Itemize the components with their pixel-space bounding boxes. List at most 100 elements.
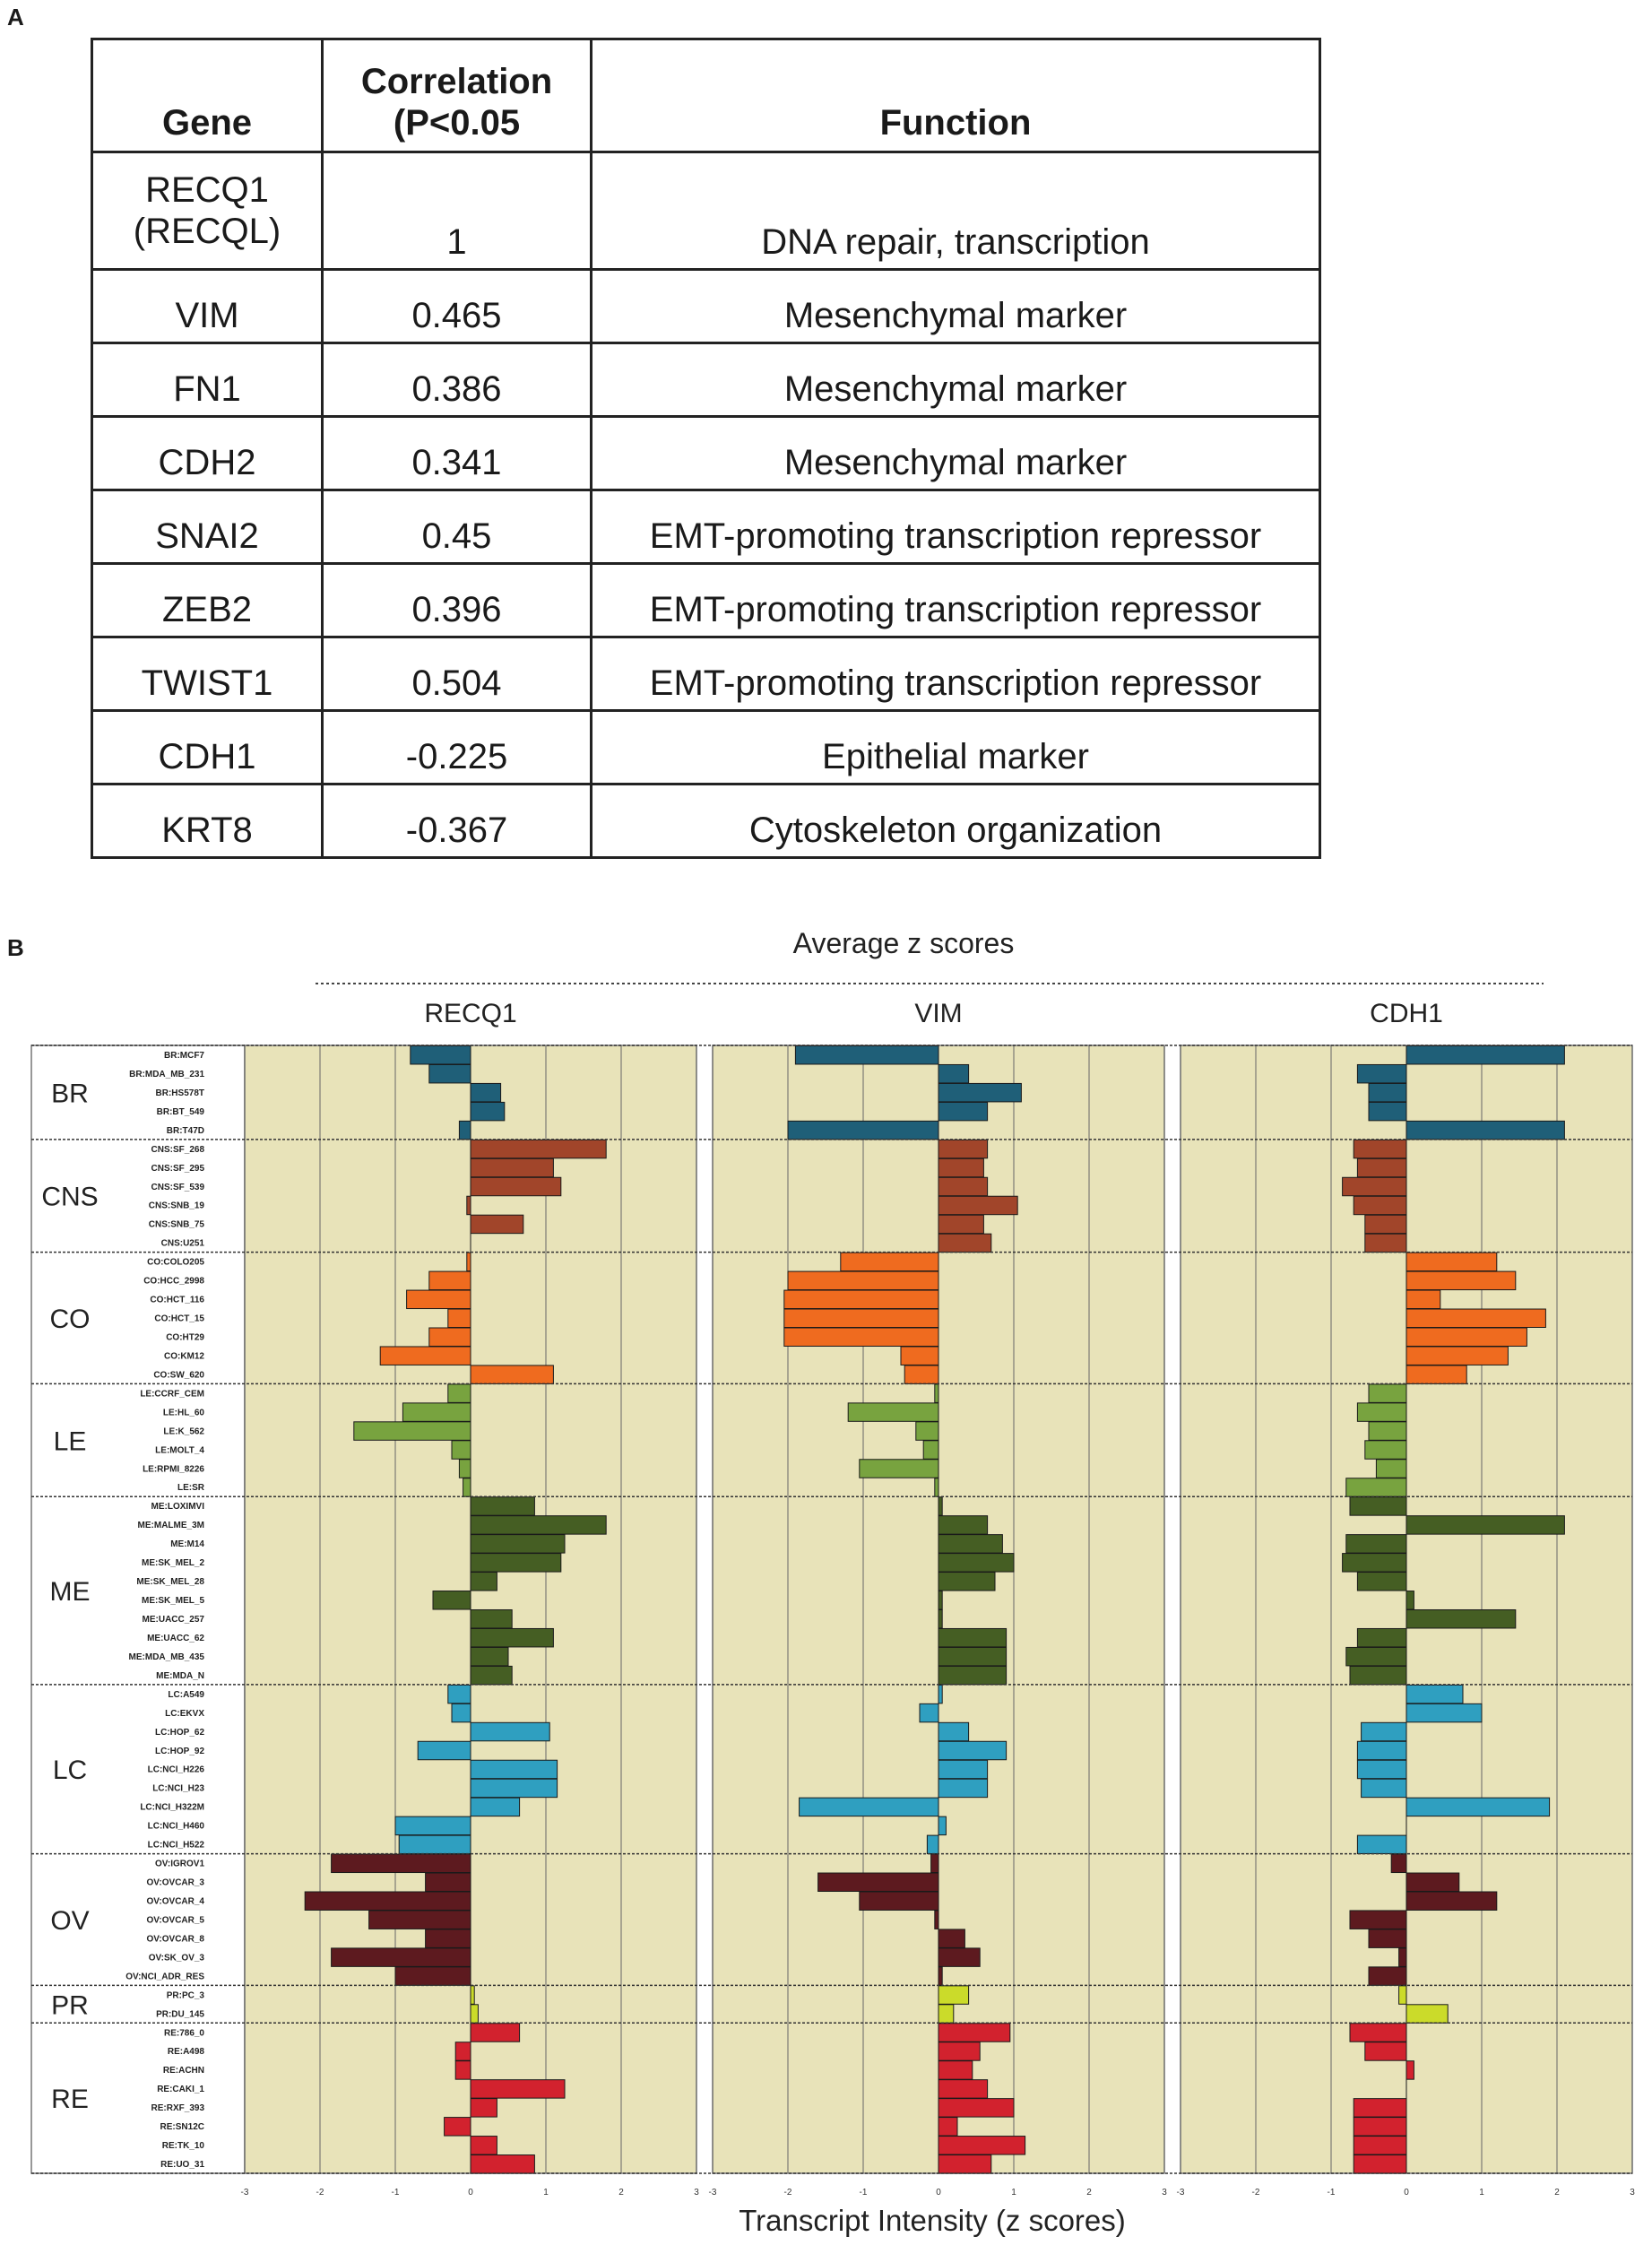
bar-recq1	[470, 1609, 513, 1629]
bar-recq1	[470, 2023, 521, 2042]
bar-recq1	[379, 1346, 471, 1365]
cell-line-label: CO:HCT_116	[150, 1296, 204, 1305]
table-row: SNAI2 0.45 EMT-promoting transcription rep…	[91, 489, 1321, 565]
cell-line-label: ME:MDA_MB_435	[129, 1652, 205, 1662]
bar-cdh1	[1405, 1308, 1546, 1328]
bar-recq1	[447, 1308, 471, 1328]
x-tick-label: 2	[618, 2188, 624, 2198]
cell-line-label: LE:RPMI_8226	[143, 1464, 204, 1474]
function-cell: EMT-promoting transcription repressor	[590, 562, 1321, 638]
bar-cdh1	[1356, 1627, 1407, 1648]
bar-cdh1	[1353, 2136, 1407, 2155]
bar-cdh1	[1356, 1572, 1407, 1591]
bar-cdh1	[1390, 1853, 1407, 1874]
bar-cdh1	[1398, 1985, 1407, 2005]
bar-recq1	[466, 1195, 471, 1216]
gene-name: CDH2	[158, 443, 256, 482]
bar-recq1	[470, 2136, 497, 2155]
bar-recq1	[470, 1082, 502, 1103]
bar-vim	[938, 1665, 1008, 1686]
bar-cdh1	[1368, 1101, 1407, 1122]
x-tick-label: 3	[1630, 2188, 1635, 2198]
cell-line-label: CNS:SF_539	[151, 1183, 205, 1192]
gene-name: RECQ1	[145, 170, 269, 210]
x-tick-label: -1	[1328, 2188, 1336, 2198]
bar-recq1	[470, 1665, 513, 1686]
bar-vim	[938, 1496, 943, 1516]
cell-line-label: ME:UACC_62	[147, 1634, 204, 1643]
correlation-cell: -0.225	[321, 709, 592, 785]
cell-line-label: CO:HT29	[166, 1332, 204, 1342]
cell-line-label: ME:M14	[170, 1539, 204, 1549]
cell-line-label: BR:HS578T	[156, 1088, 204, 1098]
function-cell: EMT-promoting transcription repressor	[590, 489, 1321, 565]
bar-vim	[938, 1176, 989, 1197]
bar-vim	[938, 1139, 989, 1159]
bar-vim	[926, 1834, 939, 1855]
cell-line-label: LC:NCI_H226	[148, 1765, 205, 1775]
bar-vim	[938, 2117, 958, 2137]
cell-line-label: LE:HL_60	[163, 1408, 205, 1417]
bar-recq1	[394, 1816, 471, 1836]
bar-cdh1	[1353, 2117, 1407, 2137]
cell-line-label: LE:SR	[177, 1483, 205, 1493]
correlation-cell: 0.45	[321, 489, 592, 565]
bar-vim	[919, 1703, 939, 1723]
cell-line-label: CO:SW_620	[153, 1370, 204, 1380]
cell-line-label: LC:HOP_62	[155, 1728, 204, 1738]
gene-cell: ZEB2	[91, 562, 324, 638]
bar-cdh1	[1405, 1703, 1483, 1723]
x-tick-label: -3	[709, 2188, 717, 2198]
bar-recq1	[451, 1440, 471, 1460]
bar-vim	[938, 1778, 989, 1799]
bar-cdh1	[1349, 1665, 1407, 1686]
bar-cdh1	[1364, 1233, 1407, 1253]
group-label: LE	[54, 1426, 87, 1456]
bar-cdh1	[1368, 1082, 1407, 1103]
bar-cdh1	[1405, 1591, 1414, 1610]
cell-line-label: LC:NCI_H460	[148, 1822, 205, 1832]
bar-vim	[915, 1421, 939, 1441]
bar-cdh1	[1405, 1120, 1565, 1140]
header-gene: Gene	[91, 38, 324, 153]
cell-line-label: RE:ACHN	[163, 2066, 204, 2076]
x-tick-label: 0	[1404, 2188, 1409, 2198]
cell-line-label: BR:BT_549	[157, 1107, 205, 1117]
header-correlation: Correlation (P<0.05	[321, 38, 592, 153]
bar-recq1	[447, 1684, 471, 1704]
cell-line-label: ME:SK_MEL_2	[142, 1558, 204, 1568]
bar-cdh1	[1345, 1478, 1407, 1497]
cell-line-label: CO:COLO205	[147, 1258, 204, 1268]
bar-cdh1	[1405, 1045, 1565, 1065]
bar-vim	[938, 1740, 1008, 1761]
bar-cdh1	[1364, 1214, 1407, 1235]
bar-vim	[799, 1797, 939, 1817]
bar-cdh1	[1375, 1459, 1407, 1478]
cell-line-label: RE:A498	[168, 2047, 205, 2057]
bar-recq1	[406, 1289, 471, 1310]
bar-cdh1	[1398, 1947, 1407, 1967]
cell-line-label: RE:TK_10	[162, 2141, 205, 2151]
bar-vim	[938, 1233, 992, 1253]
bar-cdh1	[1356, 1759, 1407, 1780]
gene-cell: CDH1	[91, 709, 324, 785]
bar-recq1	[447, 1383, 471, 1403]
cell-line-label: LE:K_562	[163, 1426, 204, 1436]
bar-cdh1	[1405, 1684, 1464, 1704]
x-tick-label: -2	[1252, 2188, 1260, 2198]
cell-line-label: LC:NCI_H322M	[140, 1803, 204, 1813]
bar-vim	[938, 1985, 970, 2005]
bar-vim	[922, 1440, 939, 1460]
bar-recq1	[470, 1721, 550, 1742]
bar-recq1	[458, 1459, 471, 1478]
bar-cdh1	[1368, 1383, 1407, 1403]
bar-cdh1	[1364, 1440, 1407, 1460]
bar-recq1	[470, 1572, 497, 1591]
cell-line-label: LC:A549	[168, 1690, 204, 1700]
function-cell: EMT-promoting transcription repressor	[590, 636, 1321, 712]
bar-cdh1	[1405, 1515, 1565, 1535]
cell-line-label: OV:OVCAR_8	[147, 1934, 205, 1944]
bar-cdh1	[1349, 1910, 1407, 1929]
bar-vim	[938, 1572, 996, 1591]
bar-recq1	[470, 1496, 535, 1516]
